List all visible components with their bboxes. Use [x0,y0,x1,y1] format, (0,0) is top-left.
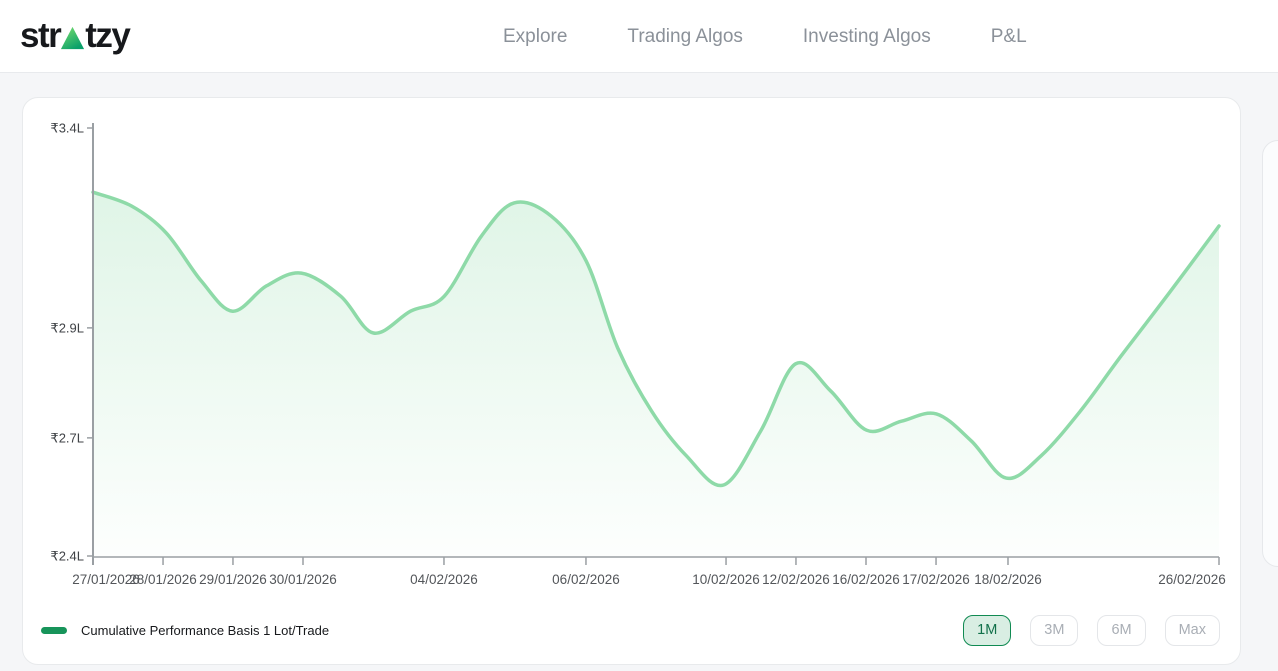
x-tick-label-5: 06/02/2026 [552,572,620,587]
x-tick-label-0: 27/01/2026 [72,572,140,587]
logo-text-left: str [20,16,62,55]
logo-text-right: tzy [85,16,131,55]
main-nav: Explore Trading Algos Investing Algos P&… [503,0,1027,73]
x-tick-label-7: 12/02/2026 [762,572,830,587]
x-tick-label-3: 30/01/2026 [269,572,337,587]
performance-chart-card: ₹3.4L ₹2.9L ₹2.7L ₹2.4L 27/01/2026 28/01/2026… [22,97,1241,665]
x-tick-label-10: 18/02/2026 [974,572,1042,587]
x-tick-label-11: 26/02/2026 [1158,572,1226,587]
y-tick-label-0: ₹3.4L [50,121,84,136]
nav-item-trading-algos[interactable]: Trading Algos [627,25,743,47]
x-tick-label-6: 10/02/2026 [692,572,760,587]
range-selector: 1M 3M 6M Max [963,614,1220,646]
range-button-3m[interactable]: 3M [1030,614,1079,646]
series-line [91,190,1221,488]
range-button-max[interactable]: Max [1164,614,1220,646]
legend-swatch [41,626,67,634]
logo-triangle-icon [61,26,85,49]
x-tick-label-9: 17/02/2026 [902,572,970,587]
chart-footer: Cumulative Performance Basis 1 Lot/Trade… [41,606,1220,654]
performance-chart[interactable]: ₹3.4L ₹2.9L ₹2.7L ₹2.4L 27/01/202628/01/2026… [23,98,1242,603]
x-tick-label-8: 16/02/2026 [832,572,900,587]
y-tick-label-3: ₹2.4L [50,549,84,564]
chart-area[interactable]: ₹3.4L ₹2.9L ₹2.7L ₹2.4L 27/01/2026 28/01/2026… [23,98,1242,603]
x-tick-label-2: 29/01/2026 [199,572,267,587]
nav-item-investing-algos[interactable]: Investing Algos [802,25,931,47]
x-tick-label-1: 28/01/2026 [129,572,197,587]
nav-item-explore[interactable]: Explore [503,25,568,47]
stratzy-logo[interactable]: str tzy [20,13,131,59]
top-header: str tzy Explore Trading Algos Investing … [0,0,1278,73]
series-area-fill [93,192,1219,556]
legend-item: Cumulative Performance Basis 1 Lot/Trade [41,623,329,638]
y-tick-label-1: ₹2.9L [50,320,84,335]
range-button-6m[interactable]: 6M [1097,614,1146,646]
side-card-partial [1262,140,1278,567]
range-button-1m[interactable]: 1M [963,614,1012,646]
legend-label: Cumulative Performance Basis 1 Lot/Trade [81,622,330,638]
nav-item-pnl[interactable]: P&L [990,25,1027,47]
y-tick-label-2: ₹2.7L [50,430,84,445]
x-tick-label-4: 04/02/2026 [410,572,478,587]
